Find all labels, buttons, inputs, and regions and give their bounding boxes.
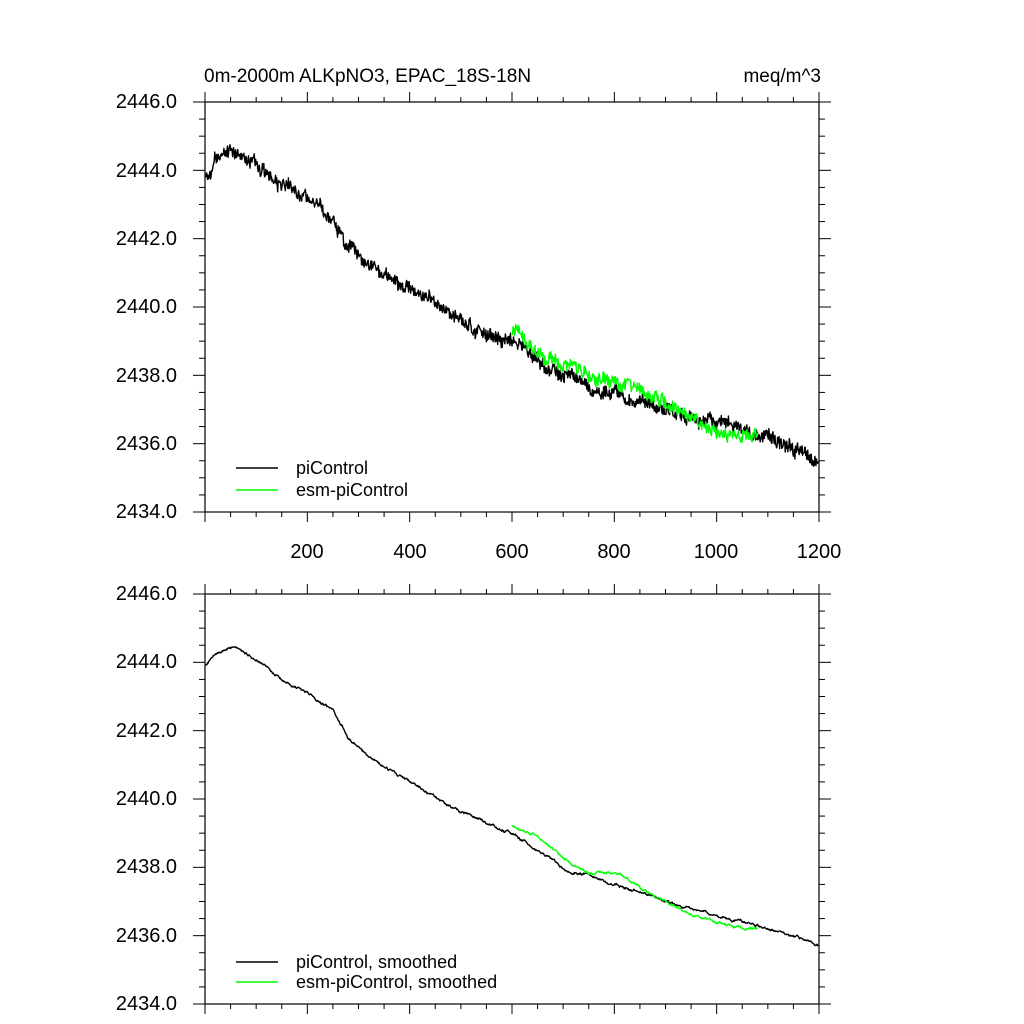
top-panel: 0m-2000m ALKpNO3, EPAC_18S-18N meq/m^3 2… [116,66,841,563]
x-tick-label: 200 [290,541,323,563]
y-tick-label: 2434.0 [116,501,177,523]
plot-frame [204,593,820,1005]
y-tick-labels: 2434.0 2436.0 2438.0 2440.0 2442.0 2444.… [116,583,177,1015]
y-tick-label: 2442.0 [116,720,177,742]
tick-layer [193,584,831,1014]
legend: piControl, smoothed esm-piControl, smoot… [236,952,497,992]
y-tick-label: 2446.0 [116,583,177,605]
x-tick-label: 1200 [797,541,842,563]
y-tick-label: 2440.0 [116,296,177,318]
panel-title: 0m-2000m ALKpNO3, EPAC_18S-18N [204,66,531,87]
x-tick-label: 400 [393,541,426,563]
legend-label-esm-picontrol: esm-piControl [296,480,408,500]
y-tick-label: 2442.0 [116,228,177,250]
legend-label-esm-picontrol-smoothed: esm-piControl, smoothed [296,972,497,992]
x-tick-label: 800 [597,541,630,563]
tick-layer [193,92,831,522]
units-label: meq/m^3 [743,66,821,87]
y-tick-labels: 2434.0 2436.0 2438.0 2440.0 2442.0 2444.… [116,91,177,523]
y-tick-label: 2436.0 [116,925,177,947]
series-line-esm-picontrol-smoothed [511,825,759,931]
series-layer [205,646,820,947]
y-tick-label: 2444.0 [116,160,177,182]
bottom-panel: 2434.0 2436.0 2438.0 2440.0 2442.0 2444.… [116,583,831,1015]
y-tick-label: 2440.0 [116,788,177,810]
y-tick-label: 2446.0 [116,91,177,113]
series-layer [204,144,820,467]
legend-label-picontrol: piControl [296,458,368,478]
series-line-esm-picontrol [511,323,759,444]
y-tick-label: 2438.0 [116,856,177,878]
legend: piControl esm-piControl [236,458,408,500]
y-tick-label: 2444.0 [116,651,177,673]
legend-label-picontrol-smoothed: piControl, smoothed [296,952,457,972]
series-line-picontrol-smoothed [205,646,820,947]
x-tick-labels: 200 400 600 800 1000 1200 [290,541,841,563]
x-tick-label: 1000 [694,541,739,563]
x-tick-label: 600 [495,541,528,563]
y-tick-label: 2434.0 [116,993,177,1015]
y-tick-label: 2438.0 [116,365,177,387]
plot-frame [204,101,820,513]
series-line-picontrol [204,144,820,467]
y-tick-label: 2436.0 [116,433,177,455]
